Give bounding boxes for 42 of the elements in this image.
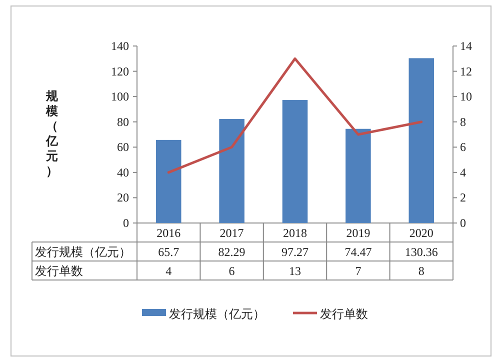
bar bbox=[219, 118, 244, 223]
data-label: 97.27 bbox=[282, 245, 308, 259]
y-tick-label: 20 bbox=[117, 190, 129, 205]
y-tick-label: 40 bbox=[117, 165, 129, 180]
y2-tick-label: 2 bbox=[460, 190, 466, 205]
x-tick-label: 2018 bbox=[283, 226, 307, 240]
y-tick-label: 100 bbox=[111, 90, 129, 104]
bar bbox=[408, 58, 434, 223]
y-tick-label: 80 bbox=[117, 114, 129, 129]
y-tick-label: 140 bbox=[111, 39, 129, 53]
data-label: 6 bbox=[228, 264, 235, 278]
bar bbox=[156, 140, 182, 223]
data-label: 8 bbox=[418, 264, 424, 278]
y-tick-label: 0 bbox=[123, 216, 129, 230]
y-tick-label: 60 bbox=[117, 140, 129, 154]
y2-tick-label: 0 bbox=[460, 216, 466, 230]
legend-label: 发行单数 bbox=[320, 307, 368, 321]
y-tick-label: 120 bbox=[111, 64, 129, 78]
data-label: 7 bbox=[355, 264, 362, 278]
data-label: 13 bbox=[289, 264, 301, 278]
legend-label: 发行规模（亿元） bbox=[169, 307, 265, 321]
data-label: 130.36 bbox=[404, 245, 438, 259]
x-tick-label: 2017 bbox=[220, 226, 244, 240]
data-label: 4 bbox=[166, 264, 172, 278]
text: 发行规模（亿元） bbox=[35, 245, 131, 259]
y2-tick-label: 14 bbox=[460, 39, 472, 53]
y2-tick-label: 6 bbox=[460, 140, 466, 154]
x-tick-label: 2016 bbox=[156, 226, 181, 240]
x-tick-label: 2020 bbox=[409, 226, 434, 240]
x-tick-label: 2019 bbox=[346, 226, 370, 240]
y2-tick-label: 10 bbox=[460, 90, 472, 104]
y-axis-title: 规模（亿元） bbox=[45, 89, 59, 178]
bar bbox=[282, 100, 308, 223]
line-series bbox=[167, 57, 423, 174]
data-label: 74.47 bbox=[344, 245, 372, 259]
y2-tick-label: 4 bbox=[460, 165, 466, 180]
y2-tick-label: 8 bbox=[460, 114, 466, 129]
text: 发行单数 bbox=[35, 264, 83, 278]
bar bbox=[346, 128, 371, 223]
data-label: 82.29 bbox=[218, 245, 246, 259]
data-label: 65.7 bbox=[158, 245, 180, 259]
y2-tick-label: 12 bbox=[460, 64, 472, 78]
